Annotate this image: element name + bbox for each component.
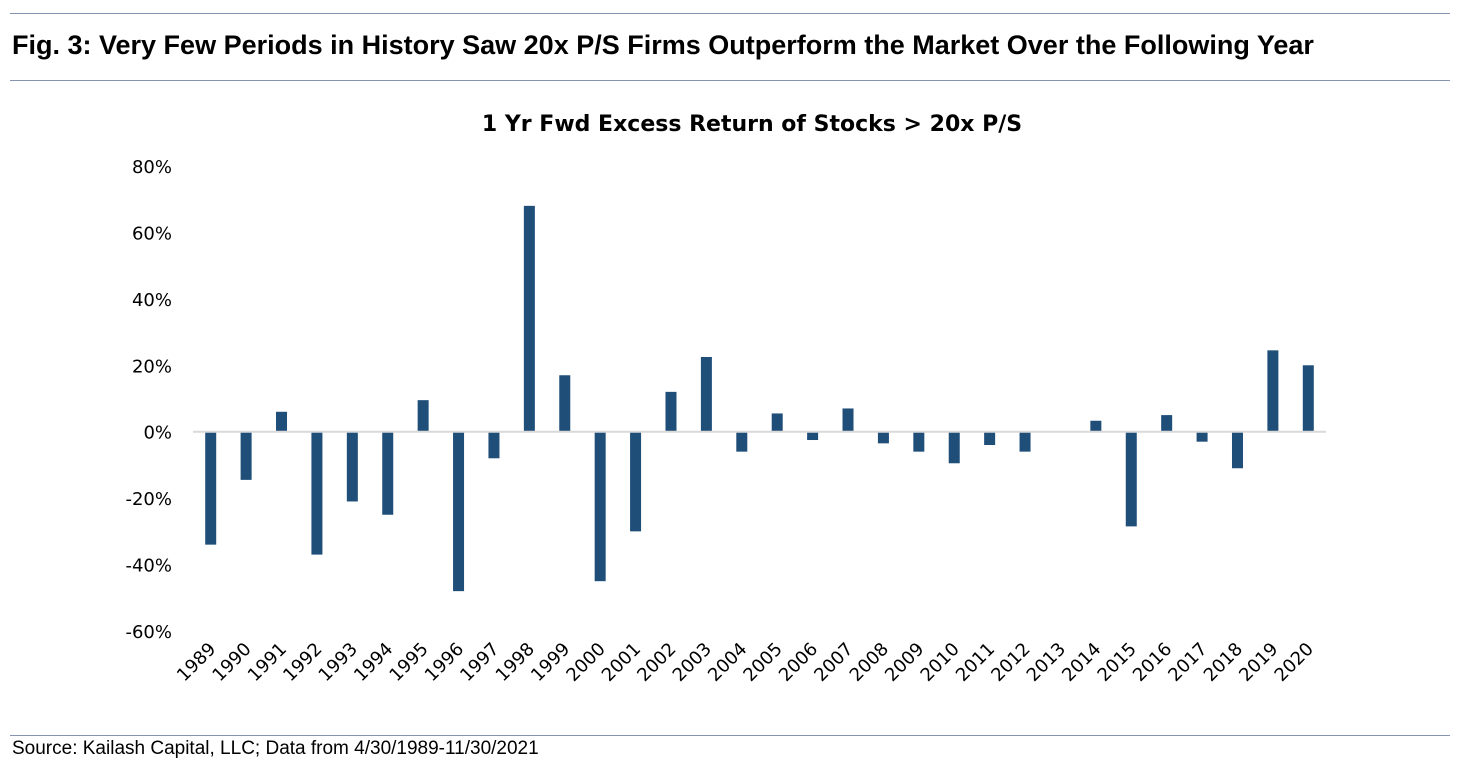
bar-1989	[205, 431, 217, 545]
chart-title: 1 Yr Fwd Excess Return of Stocks > 20x P…	[482, 112, 1022, 137]
y-tick-label: -60%	[125, 622, 172, 643]
bar-2018	[1231, 431, 1243, 469]
bar-2007	[842, 408, 854, 432]
x-tick-label: 1994	[350, 639, 397, 686]
x-tick-label: 2005	[739, 639, 786, 686]
bar-1991	[276, 411, 288, 432]
x-tick-label: 2020	[1271, 639, 1318, 686]
bar-2006	[807, 431, 819, 441]
x-tick-label: 1992	[279, 639, 326, 686]
x-tick-label: 2011	[952, 639, 999, 686]
x-tick-label: 1990	[208, 639, 255, 686]
bar-2003	[700, 356, 712, 432]
bar-1993	[346, 431, 358, 502]
bar-1990	[240, 431, 252, 480]
y-tick-label: 40%	[132, 290, 172, 311]
bar-1995	[417, 400, 429, 432]
x-tick-label: 2001	[598, 639, 645, 686]
x-tick-label: 1999	[527, 639, 574, 686]
x-tick-label: 2015	[1094, 639, 1141, 686]
bar-2000	[594, 431, 606, 582]
x-tick-label: 1998	[492, 639, 539, 686]
bar-1994	[382, 431, 394, 515]
bar-2005	[771, 413, 783, 432]
bar-2016	[1161, 415, 1173, 432]
x-tick-label: 1996	[421, 639, 468, 686]
top-rule	[10, 13, 1450, 14]
bar-1992	[311, 431, 323, 555]
x-tick-label: 2017	[1164, 639, 1211, 686]
x-tick-label: 2013	[1023, 639, 1070, 686]
bar-1997	[488, 431, 500, 459]
bar-2020	[1302, 365, 1314, 432]
x-tick-label: 2004	[704, 639, 751, 686]
bar-2010	[948, 431, 960, 464]
x-tick-label: 1997	[456, 639, 503, 686]
x-tick-label: 2007	[810, 639, 857, 686]
x-tick-label: 2018	[1200, 639, 1247, 686]
x-tick-label: 2008	[846, 639, 893, 686]
bar-2008	[877, 431, 889, 444]
source-note: Source: Kailash Capital, LLC; Data from …	[12, 738, 539, 759]
x-tick-label: 1989	[173, 639, 220, 686]
bar-2015	[1125, 431, 1137, 527]
y-tick-label: 0%	[143, 423, 172, 444]
x-tick-label: 2010	[917, 639, 964, 686]
y-tick-label: -20%	[125, 489, 172, 510]
x-tick-label: 1991	[244, 639, 291, 686]
bar-2009	[913, 431, 925, 452]
x-tick-label: 2019	[1235, 639, 1282, 686]
bar-2014	[1090, 420, 1102, 432]
bar-2001	[630, 431, 642, 532]
x-tick-label: 2006	[775, 639, 822, 686]
x-tick-label: 1995	[385, 639, 432, 686]
x-tick-label: 2012	[987, 639, 1034, 686]
x-tick-label: 2002	[633, 639, 680, 686]
y-tick-label: 60%	[132, 223, 172, 244]
bar-2017	[1196, 431, 1208, 442]
bar-2002	[665, 391, 677, 432]
bar-2019	[1267, 350, 1279, 432]
figure-title: Fig. 3: Very Few Periods in History Saw …	[12, 30, 1314, 60]
y-tick-label: 20%	[132, 356, 172, 377]
y-tick-label: 80%	[132, 157, 172, 178]
bar-2004	[736, 431, 748, 452]
title-rule	[10, 80, 1450, 81]
x-tick-label: 2000	[562, 639, 609, 686]
x-tick-label: 2016	[1129, 639, 1176, 686]
x-tick-label: 2014	[1058, 639, 1105, 686]
bar-1996	[453, 431, 465, 592]
bar-1998	[523, 205, 535, 432]
x-tick-label: 2009	[881, 639, 928, 686]
x-tick-label: 2003	[669, 639, 716, 686]
bar-2011	[984, 431, 996, 445]
x-tick-label: 1993	[315, 639, 362, 686]
bar-1999	[559, 375, 571, 432]
bar-2012	[1019, 431, 1031, 452]
bottom-rule	[10, 735, 1450, 736]
y-tick-label: -40%	[125, 556, 172, 577]
